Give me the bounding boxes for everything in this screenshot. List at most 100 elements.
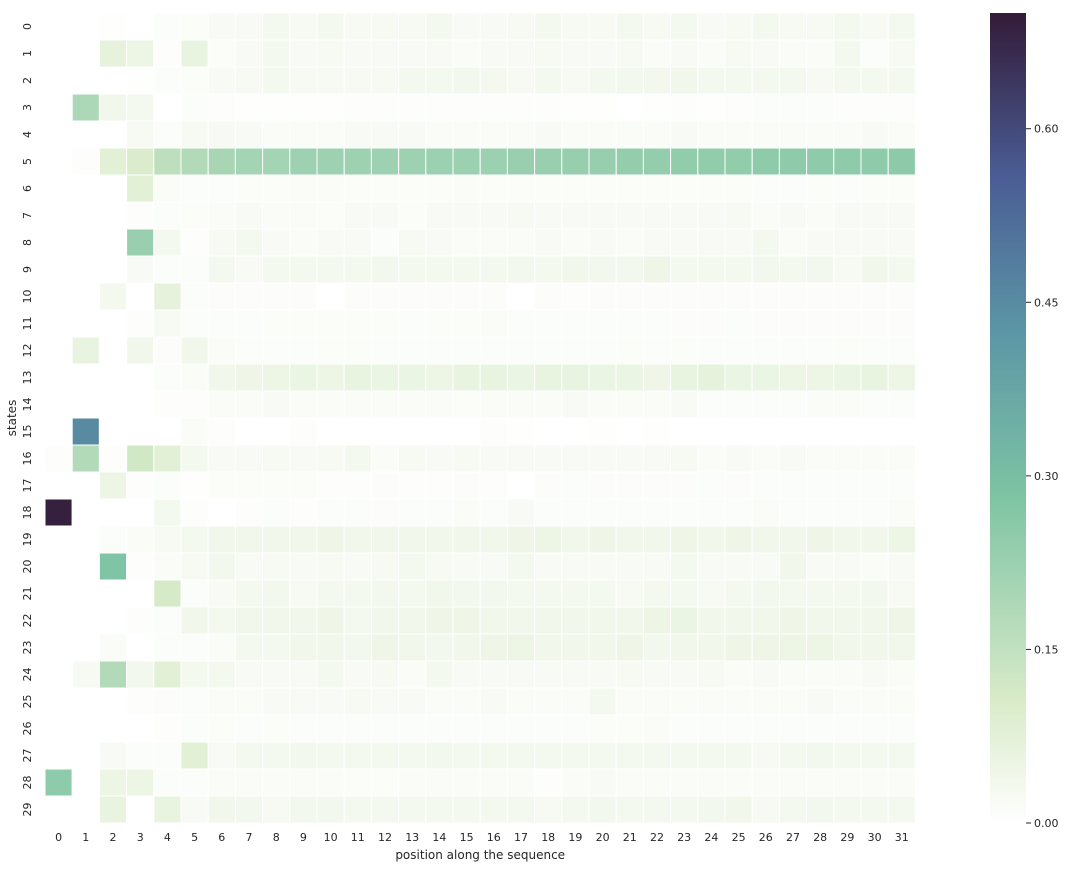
heatmap-cell — [506, 633, 536, 662]
heatmap-cell — [860, 228, 889, 257]
heatmap-cell — [398, 633, 427, 662]
heatmap-cell — [751, 498, 780, 527]
heatmap-cell — [343, 390, 372, 419]
heatmap-cell — [370, 147, 400, 176]
heatmap-cell — [534, 201, 563, 230]
heatmap-cell — [833, 444, 862, 473]
heatmap-cell — [234, 228, 264, 257]
heatmap-cell — [262, 66, 291, 95]
heatmap-cell — [751, 525, 780, 554]
heatmap-cell — [778, 336, 808, 365]
heatmap-cell — [425, 498, 454, 527]
heatmap-cell — [126, 498, 155, 527]
heatmap-cell — [71, 579, 100, 608]
heatmap-cell — [670, 174, 699, 203]
heatmap-cell — [724, 795, 753, 824]
heatmap-cell — [506, 579, 536, 608]
heatmap-cell — [506, 714, 536, 743]
heatmap-cell — [724, 390, 753, 419]
heatmap-cell — [697, 147, 726, 176]
heatmap-cell — [126, 444, 155, 473]
heatmap-cell — [425, 39, 454, 68]
heatmap-cell — [289, 579, 318, 608]
heatmap-cell — [98, 363, 128, 392]
heatmap-cell — [343, 309, 372, 338]
heatmap-cell — [126, 336, 155, 365]
heatmap-cell — [370, 444, 400, 473]
heatmap-cell — [778, 525, 808, 554]
heatmap-cell — [370, 120, 400, 149]
heatmap-cell — [452, 363, 481, 392]
heatmap-cell — [506, 201, 536, 230]
heatmap-cell — [534, 174, 563, 203]
heatmap-cell — [262, 282, 291, 311]
heatmap-cell — [778, 363, 808, 392]
heatmap-cell — [887, 147, 916, 176]
heatmap-cell — [615, 795, 644, 824]
heatmap-cell — [833, 174, 862, 203]
heatmap-cell — [262, 714, 291, 743]
heatmap-cell — [642, 687, 672, 716]
heatmap-cell — [234, 768, 264, 797]
heatmap-cell — [670, 795, 699, 824]
heatmap-cell — [506, 12, 536, 41]
heatmap-cell — [207, 579, 236, 608]
heatmap-cell — [778, 174, 808, 203]
heatmap-cell — [860, 12, 889, 41]
heatmap-cell — [479, 120, 508, 149]
heatmap-cell — [670, 606, 699, 635]
heatmap-cell — [670, 444, 699, 473]
heatmap-cell — [833, 795, 862, 824]
heatmap-cell — [126, 525, 155, 554]
heatmap-cell — [234, 525, 264, 554]
heatmap-cell — [289, 363, 318, 392]
heatmap-cell — [180, 633, 209, 662]
heatmap-cell — [126, 282, 155, 311]
heatmap-cell — [561, 120, 590, 149]
y-tick-label: 7 — [21, 212, 34, 219]
heatmap-cell — [180, 255, 209, 284]
heatmap-cell — [778, 228, 808, 257]
heatmap-cell — [615, 417, 644, 446]
x-tick-label: 11 — [351, 831, 365, 844]
heatmap-cell — [860, 633, 889, 662]
x-tick-label: 5 — [191, 831, 198, 844]
heatmap-cell — [642, 417, 672, 446]
heatmap-cell — [262, 174, 291, 203]
heatmap-cell — [343, 363, 372, 392]
heatmap-cell — [71, 390, 100, 419]
heatmap-cell — [670, 255, 699, 284]
heatmap-cell — [425, 552, 454, 581]
heatmap-cell — [778, 660, 808, 689]
heatmap-cell — [44, 417, 73, 446]
heatmap-cell — [806, 633, 835, 662]
heatmap-cell — [615, 12, 644, 41]
heatmap-cell — [615, 606, 644, 635]
heatmap-cell — [126, 687, 155, 716]
heatmap-cell — [697, 633, 726, 662]
heatmap-cell — [98, 93, 128, 122]
heatmap-cell — [126, 579, 155, 608]
heatmap-cell — [588, 471, 617, 500]
heatmap-cell — [642, 498, 672, 527]
heatmap-cell — [98, 336, 128, 365]
x-tick-label: 8 — [273, 831, 280, 844]
heatmap-cell — [806, 363, 835, 392]
heatmap-cell — [724, 174, 753, 203]
heatmap-cell — [425, 282, 454, 311]
heatmap-cell — [751, 579, 780, 608]
heatmap-cell — [887, 309, 916, 338]
heatmap-cell — [289, 417, 318, 446]
heatmap-cell — [561, 174, 590, 203]
heatmap-cell — [534, 390, 563, 419]
heatmap-cell — [588, 93, 617, 122]
heatmap-cell — [724, 714, 753, 743]
heatmap-cell — [806, 741, 835, 770]
heatmap-cell — [370, 363, 400, 392]
heatmap-cell — [370, 741, 400, 770]
heatmap-cell — [534, 606, 563, 635]
heatmap-cell — [234, 579, 264, 608]
heatmap-cell — [751, 255, 780, 284]
heatmap-cell — [887, 471, 916, 500]
heatmap-cell — [833, 633, 862, 662]
